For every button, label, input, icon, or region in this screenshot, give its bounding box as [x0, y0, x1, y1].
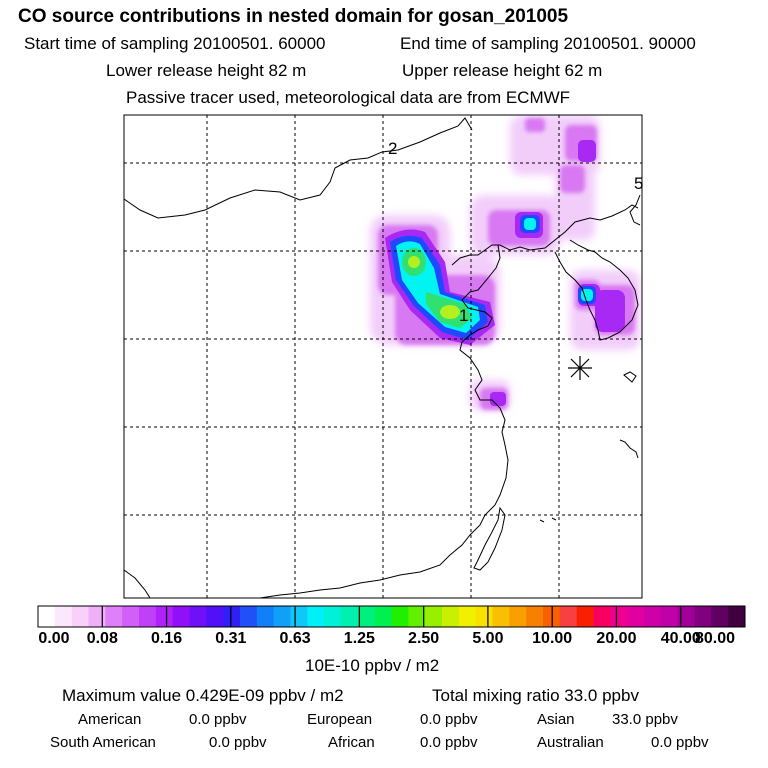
graticule	[124, 115, 642, 598]
colorbar-tick-label: 1.25	[343, 630, 375, 647]
colorbar-cell	[71, 606, 89, 627]
contour-label-5: 5	[634, 174, 643, 193]
colorbar-tick-label: 0.08	[86, 630, 118, 647]
contour-label-1: 1	[459, 306, 468, 325]
colorbar-cell	[694, 606, 712, 627]
colorbar-cell	[425, 606, 443, 627]
colorbar-tick-label: 0.63	[279, 630, 311, 647]
colorbar-tick-label: 5.00	[472, 630, 504, 647]
colorbar-cell	[526, 606, 544, 627]
colorbar-cell	[122, 606, 140, 627]
colorbar-tick-label: 80.00	[694, 630, 736, 647]
colorbar-cell	[593, 606, 611, 627]
colorbar-tick-label: 40.00	[660, 630, 701, 647]
colorbar-cell	[728, 606, 746, 627]
plot-title: CO source contributions in nested domain…	[18, 6, 569, 27]
colorbar-frame	[37, 605, 746, 628]
yellow-green-field	[408, 256, 460, 319]
colorbar-tick-label: 0.31	[215, 630, 247, 647]
colorbar-cell	[442, 606, 460, 627]
total-mixing-text: Total mixing ratio 33.0 ppbv	[432, 686, 639, 705]
colorbar-cell	[475, 606, 493, 627]
colorbar-cell	[357, 606, 376, 627]
australian-value: 0.0 ppbv	[651, 734, 709, 751]
colorbar-cell	[223, 606, 241, 627]
colorbar-cell	[391, 606, 409, 627]
colorbar-cell	[341, 606, 359, 627]
colorbar-cell	[324, 606, 342, 627]
south-american-label: South American	[50, 734, 156, 751]
colorbar-cell	[627, 606, 645, 627]
colorbar-cell	[307, 606, 325, 627]
concentration-field	[370, 115, 640, 410]
colorbar-cell	[54, 606, 73, 627]
colorbar-major-dividers	[101, 606, 682, 627]
colorbar-cell	[38, 606, 56, 627]
american-value: 0.0 ppbv	[189, 711, 247, 728]
colorbar-cell	[644, 606, 662, 627]
colorbar-cell	[374, 606, 392, 627]
upper-release-text: Upper release height 62 m	[402, 61, 603, 80]
australian-label: Australian	[537, 734, 604, 751]
colorbar-cell	[189, 606, 207, 627]
south-american-value: 0.0 ppbv	[209, 734, 267, 751]
colorbar-cell	[206, 606, 224, 627]
colorbar-unit-label: 10E-10 ppbv / m2	[305, 656, 440, 675]
lower-release-text: Lower release height 82 m	[106, 61, 307, 80]
asian-label: Asian	[537, 711, 575, 728]
colorbar-cell	[610, 606, 628, 627]
colorbar-cell	[273, 606, 291, 627]
contour-label-2: 2	[388, 139, 397, 158]
european-label: European	[307, 711, 373, 728]
colorbar-cell	[660, 606, 679, 627]
european-value: 0.0 ppbv	[420, 711, 478, 728]
colorbar-tick-label: 2.50	[408, 630, 440, 647]
coastlines	[124, 117, 641, 598]
colorbar-cell	[105, 606, 123, 627]
african-value: 0.0 ppbv	[420, 734, 478, 751]
african-label: African	[328, 734, 375, 751]
colorbar-cell	[492, 606, 510, 627]
colorbar-cell	[408, 606, 426, 627]
colorbar-cell	[458, 606, 477, 627]
colorbar-cell	[509, 606, 527, 627]
colorbar-cell	[677, 606, 695, 627]
colorbar-cell	[172, 606, 190, 627]
colorbar-tick-label: 20.00	[596, 630, 637, 647]
colorbar-cell	[88, 606, 106, 627]
american-label: American	[78, 711, 142, 728]
asian-value: 33.0 ppbv	[612, 711, 678, 728]
end-time-text: End time of sampling 20100501. 90000	[400, 34, 696, 53]
colorbar-cell	[559, 606, 578, 627]
map-frame	[123, 114, 643, 599]
colorbar-cell	[240, 606, 258, 627]
start-time-text: Start time of sampling 20100501. 60000	[24, 34, 326, 53]
tracer-note-text: Passive tracer used, meteorological data…	[126, 88, 571, 107]
colorbar-tick-label: 0.16	[150, 630, 183, 647]
colorbar-cell	[576, 606, 594, 627]
colorbar-cell	[256, 606, 275, 627]
colorbar-cells	[38, 606, 746, 627]
colorbar-cell	[139, 606, 157, 627]
colorbar-cell	[290, 606, 308, 627]
colorbar-tick-label: 10.00	[532, 630, 573, 647]
receptor-asterisk-icon	[568, 356, 592, 380]
colorbar-tick-label: 0.00	[38, 630, 70, 647]
colorbar-cell	[711, 606, 729, 627]
colorbar-cell	[155, 606, 174, 627]
max-value-text: Maximum value 0.429E-09 ppbv / m2	[62, 686, 344, 705]
